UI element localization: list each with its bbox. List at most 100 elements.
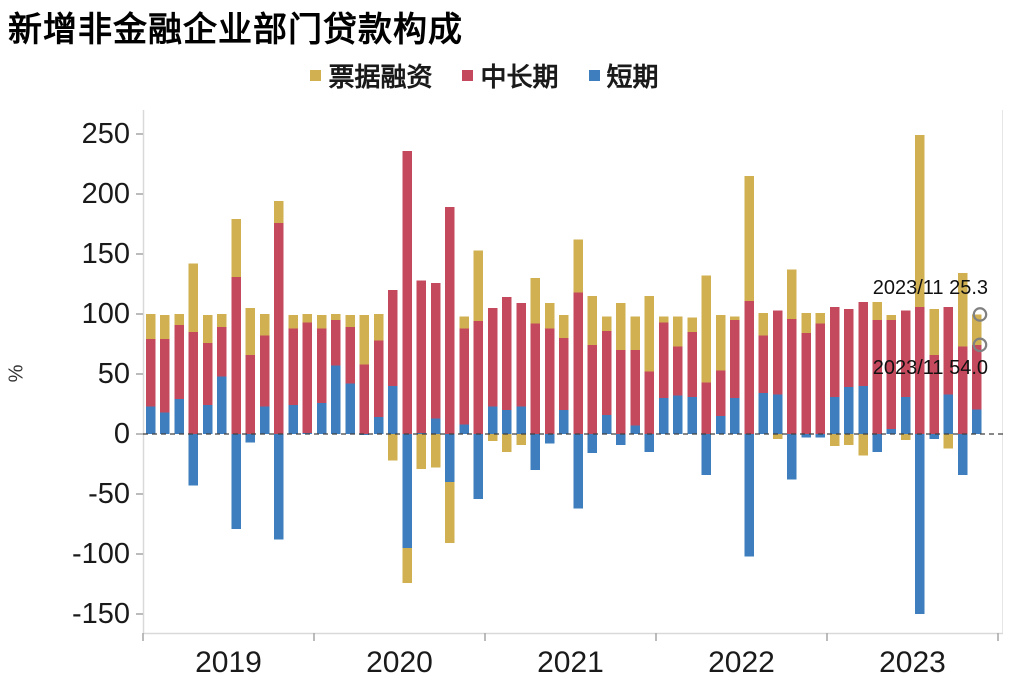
bar-segment (715, 315, 726, 371)
bar-segment (388, 290, 398, 386)
bar-segment (730, 320, 740, 398)
bar-segment (943, 434, 954, 449)
bar-segment (445, 207, 455, 434)
bar-segment (288, 328, 298, 406)
bar-segment (787, 269, 797, 319)
bar-segment (801, 434, 811, 438)
bar-segment (188, 434, 199, 486)
bar-segment (331, 314, 341, 320)
bar-segment (772, 394, 783, 434)
bar-segment (373, 417, 384, 434)
bar-segment (801, 312, 811, 334)
bar-segment (331, 320, 341, 366)
bar-segment (359, 315, 370, 365)
chart-legend: 票据融资 中长期 短期 (0, 57, 969, 94)
bar-segment (544, 303, 555, 329)
bar-segment (957, 434, 968, 475)
bar-segment (345, 315, 355, 328)
x-year-label: 2019 (195, 646, 262, 679)
bar-segment (787, 318, 797, 434)
bar-segment (815, 434, 826, 438)
bar-segment (430, 434, 441, 468)
bar-segment (715, 370, 726, 416)
bar-segment (174, 324, 184, 400)
bar-segment (274, 201, 284, 223)
bar-segment (331, 365, 341, 434)
bar-segment (815, 312, 826, 324)
bar-segment (687, 396, 697, 434)
bar-segment (573, 434, 583, 509)
bar-segment (886, 315, 897, 320)
bar-segment (516, 406, 526, 434)
bar-segment (530, 323, 541, 434)
bar-segment (160, 412, 170, 434)
bar-segment (844, 387, 854, 434)
bar-segment (687, 317, 697, 332)
bar-segment (559, 410, 569, 434)
bar-segment (915, 306, 925, 434)
bar-segment (217, 327, 227, 377)
bar-segment (245, 354, 256, 434)
bar-segment (772, 434, 783, 439)
highlight-circle-medium-long (972, 337, 988, 353)
bar-segment (373, 340, 384, 418)
bar-segment (601, 316, 612, 331)
bar-segment (231, 434, 241, 529)
annotation-medium-long-latest: 2023/11 54.0 (872, 357, 988, 379)
bar-segment (630, 350, 640, 426)
bar-segment (758, 312, 769, 336)
bar-segment (502, 434, 512, 452)
bar-segment (929, 309, 939, 355)
y-tick-label: 0 (114, 418, 130, 450)
bar-segment (359, 434, 370, 436)
bar-segment (730, 398, 740, 434)
bar-segment (943, 306, 954, 395)
bar-segment (502, 410, 512, 434)
legend-label-bills: 票据融资 (328, 62, 433, 92)
bar-segment (587, 345, 598, 434)
bar-segment (516, 303, 526, 407)
bar-segment (188, 263, 199, 332)
bar-segment (673, 395, 683, 434)
bar-segment (202, 342, 213, 406)
bar-segment (644, 434, 655, 452)
bar-segment (202, 315, 213, 343)
bar-segment (616, 303, 626, 350)
bar-segment (758, 393, 769, 434)
y-tick-label: 50 (98, 358, 130, 390)
bar-segment (772, 310, 783, 395)
bar-segment (644, 296, 655, 372)
bar-segment (174, 314, 184, 325)
bar-segment (858, 302, 868, 386)
bar-segment (787, 434, 797, 480)
y-tick-label: -150 (72, 598, 130, 630)
bar-segment (259, 406, 270, 434)
bar-segment (658, 322, 669, 398)
bar-segment (858, 434, 868, 456)
bar-segment (630, 425, 640, 434)
bar-segment (844, 434, 854, 445)
bar-segment (957, 273, 968, 347)
bar-segment (487, 434, 498, 442)
bar-segment (872, 434, 882, 452)
x-year-label: 2023 (879, 646, 946, 679)
bar-segment (473, 321, 484, 434)
bar-segment (402, 150, 412, 435)
bar-segment (758, 335, 769, 394)
bar-segment (573, 292, 583, 434)
bar-segment (801, 333, 811, 434)
bar-segment (616, 434, 626, 445)
bar-segment (231, 276, 241, 434)
legend-item-bills: 票据融资 (310, 57, 432, 94)
x-year-label: 2020 (366, 646, 433, 679)
bar-segment (844, 309, 854, 388)
bar-segment (345, 383, 355, 434)
bar-segment (473, 250, 484, 322)
bar-segment (416, 434, 427, 469)
bar-segment (829, 396, 840, 434)
bar-segment (744, 300, 754, 434)
bar-segment (359, 364, 370, 434)
bar-segment (145, 339, 156, 407)
bar-segment (430, 282, 441, 419)
